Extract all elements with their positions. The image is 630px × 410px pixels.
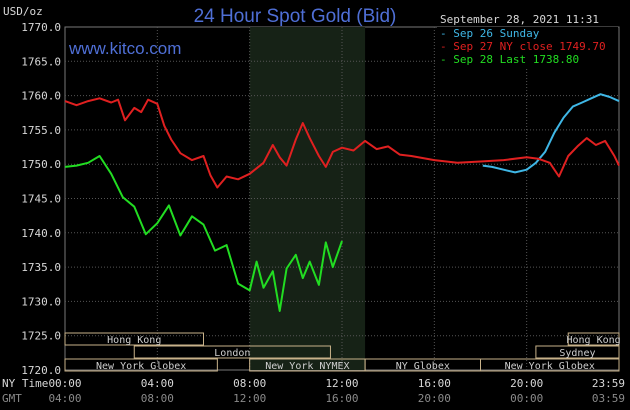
session-box (535, 345, 620, 359)
gmt-label: GMT (2, 392, 22, 405)
timestamp: September 28, 2021 11:31 (440, 13, 599, 26)
y-unit-label: USD/oz (3, 5, 43, 18)
x-tick-ny: 00:00 (48, 377, 81, 390)
x-tick-gmt: 08:00 (141, 392, 174, 405)
series-line (64, 97, 620, 189)
trading-sessions: Hong Kong Hong Kong London Sydney New York G… (64, 332, 621, 372)
series-line (482, 93, 620, 174)
ny-time-label: NY Time (2, 377, 48, 390)
x-tick-ny: 20:00 (510, 377, 543, 390)
y-tick-label: 1765.0 (21, 55, 61, 68)
x-tick-ny: 08:00 (233, 377, 266, 390)
x-tick-gmt: 04:00 (48, 392, 81, 405)
legend-background (437, 27, 618, 67)
x-tick-ny: 16:00 (418, 377, 451, 390)
session-box (133, 345, 331, 359)
y-tick-label: 1760.0 (21, 90, 61, 103)
y-tick-label: 1745.0 (21, 193, 61, 206)
session-label: New York Globex (96, 361, 186, 372)
x-tick-gmt: 16:00 (325, 392, 358, 405)
legend-entry: - Sep 26 Sunday (440, 27, 540, 40)
session-label: NY Globex (396, 361, 450, 372)
session-label: Hong Kong (567, 335, 621, 346)
legend-entry: - Sep 27 NY close 1749.70 (440, 40, 606, 53)
series-lines (64, 93, 620, 312)
legend-entry: - Sep 28 Last 1738.80 (440, 53, 579, 66)
session-label: New York Globex (505, 361, 595, 372)
ny-trading-band (249, 27, 366, 370)
x-tick-ny: 23:59 (592, 377, 625, 390)
y-tick-label: 1740.0 (21, 227, 61, 240)
y-axis-ticks: 1770.0 1765.0 1760.0 1755.0 1750.0 1745.0 1740… (21, 21, 61, 377)
y-tick-label: 1730.0 (21, 295, 61, 308)
x-tick-ny: 12:00 (325, 377, 358, 390)
website-label: www.kitco.com (68, 39, 181, 58)
session-box (64, 332, 204, 346)
y-tick-label: 1755.0 (21, 124, 61, 137)
grid (65, 27, 619, 370)
x-tick-gmt: 20:00 (418, 392, 451, 405)
series-line (64, 155, 343, 312)
session-label: Hong Kong (107, 335, 161, 346)
y-tick-label: 1720.0 (21, 364, 61, 377)
session-box (64, 358, 218, 372)
session-box (567, 332, 620, 346)
legend: - Sep 26 Sunday- Sep 27 NY close 1749.70… (437, 27, 618, 67)
x-tick-ny: 04:00 (141, 377, 174, 390)
y-tick-label: 1735.0 (21, 261, 61, 274)
session-label: New York NYMEX (265, 361, 349, 372)
session-label: London (214, 348, 250, 359)
x-tick-gmt: 00:00 (510, 392, 543, 405)
y-tick-label: 1770.0 (21, 21, 61, 34)
y-tick-label: 1725.0 (21, 330, 61, 343)
x-tick-gmt: 12:00 (233, 392, 266, 405)
session-label: Sydney (559, 348, 595, 359)
y-tick-label: 1750.0 (21, 158, 61, 171)
session-box (480, 358, 620, 372)
x-tick-gmt: 03:59 (592, 392, 625, 405)
chart-title: 24 Hour Spot Gold (Bid) (194, 6, 397, 27)
x-axis-ticks: 00:00 04:00 04:00 08:00 08:00 12:00 12:00 16:00… (48, 377, 625, 405)
